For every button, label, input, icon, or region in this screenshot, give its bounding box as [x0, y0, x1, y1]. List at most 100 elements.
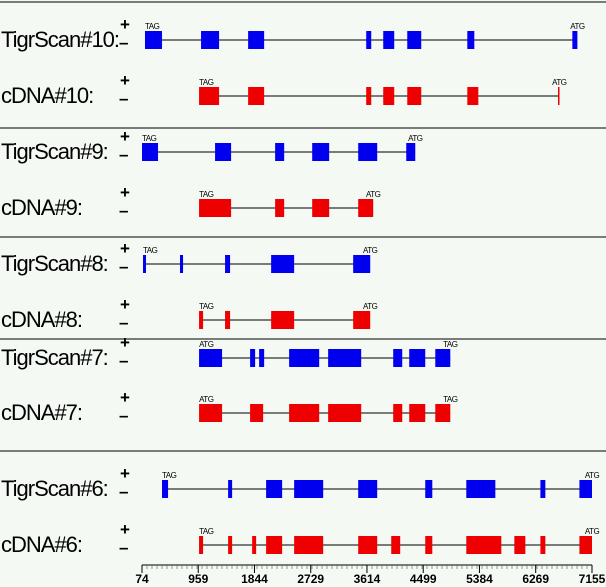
exon	[572, 31, 578, 49]
strand-plus: +	[120, 71, 130, 90]
exon	[467, 31, 475, 49]
strand-minus: –	[119, 351, 128, 370]
exon	[466, 480, 496, 498]
exon	[199, 311, 204, 329]
exon	[467, 87, 479, 105]
start-codon: TAG	[143, 246, 158, 255]
strand-plus: +	[120, 239, 130, 258]
exon	[407, 31, 422, 49]
end-codon: ATG	[570, 22, 585, 31]
exon	[143, 255, 147, 273]
start-codon: TAG	[145, 22, 160, 31]
exon	[199, 87, 220, 105]
exon	[215, 143, 232, 161]
track-label: cDNA#6:	[1, 532, 82, 557]
strand-plus: +	[120, 127, 130, 146]
exon	[225, 311, 231, 329]
track-label: cDNA#7:	[1, 400, 82, 425]
exon	[579, 536, 592, 554]
exon	[383, 31, 395, 49]
exon	[358, 480, 378, 498]
strand-plus: +	[120, 295, 130, 314]
exon	[225, 255, 231, 273]
exon	[275, 143, 285, 161]
exon	[328, 404, 362, 422]
exon	[199, 404, 223, 422]
exon	[199, 199, 232, 217]
track-label: TigrScan#10:	[1, 27, 119, 52]
exon	[144, 31, 163, 49]
track-label: cDNA#8:	[1, 307, 82, 332]
exon	[312, 199, 330, 217]
exon	[228, 480, 233, 498]
start-codon: ATG	[199, 340, 214, 349]
strand-minus: –	[119, 406, 128, 425]
exon	[248, 87, 265, 105]
exon	[142, 143, 159, 161]
x-tick-label: 959	[188, 572, 208, 586]
exon	[271, 311, 295, 329]
exon	[383, 87, 395, 105]
strand-plus: +	[120, 183, 130, 202]
exon	[353, 255, 371, 273]
exon	[294, 480, 324, 498]
exon	[540, 480, 546, 498]
x-tick-label: 3614	[354, 572, 381, 586]
exon	[259, 349, 265, 367]
exon	[409, 349, 426, 367]
track-label: TigrScan#8:	[1, 251, 108, 276]
exon	[358, 143, 378, 161]
start-codon: TAG	[162, 471, 177, 480]
exon	[252, 536, 257, 554]
end-codon: ATG	[366, 190, 381, 199]
end-codon: ATG	[552, 78, 567, 87]
exon	[366, 87, 372, 105]
exon	[201, 31, 220, 49]
exon	[248, 31, 265, 49]
exon	[514, 536, 526, 554]
exon	[409, 404, 426, 422]
strand-plus: +	[120, 15, 130, 34]
exon	[425, 536, 433, 554]
x-tick-label: 74	[135, 572, 149, 586]
exon	[393, 349, 403, 367]
x-tick-label: 2729	[297, 572, 324, 586]
strand-minus: –	[119, 145, 128, 164]
start-codon: TAG	[199, 527, 214, 536]
exon	[250, 404, 264, 422]
strand-minus: –	[119, 538, 128, 557]
track-label: TigrScan#9:	[1, 139, 108, 164]
exon	[289, 404, 320, 422]
strand-minus: –	[119, 33, 128, 52]
exon	[366, 31, 372, 49]
start-codon: TAG	[199, 302, 214, 311]
end-codon: ATG	[408, 134, 423, 143]
end-codon: ATG	[363, 246, 378, 255]
exon	[328, 349, 362, 367]
exon	[466, 536, 502, 554]
end-codon: ATG	[363, 302, 378, 311]
exon	[271, 255, 295, 273]
exon	[162, 480, 169, 498]
end-codon: ATG	[585, 527, 600, 536]
strand-plus: +	[120, 464, 130, 483]
exon	[199, 349, 223, 367]
track-label: TigrScan#6:	[1, 476, 108, 501]
exon	[358, 199, 374, 217]
end-codon: TAG	[443, 340, 458, 349]
strand-minus: –	[119, 89, 128, 108]
exon	[199, 536, 204, 554]
exon	[435, 404, 451, 422]
strand-plus: +	[120, 388, 130, 407]
exon	[180, 255, 184, 273]
exon	[294, 536, 324, 554]
exon	[435, 349, 451, 367]
strand-plus: +	[120, 520, 130, 539]
x-tick-label: 6269	[522, 572, 549, 586]
strand-minus: –	[119, 313, 128, 332]
start-codon: TAG	[199, 190, 214, 199]
track-label: TigrScan#7:	[1, 345, 108, 370]
x-tick-label: 7155	[579, 572, 606, 586]
